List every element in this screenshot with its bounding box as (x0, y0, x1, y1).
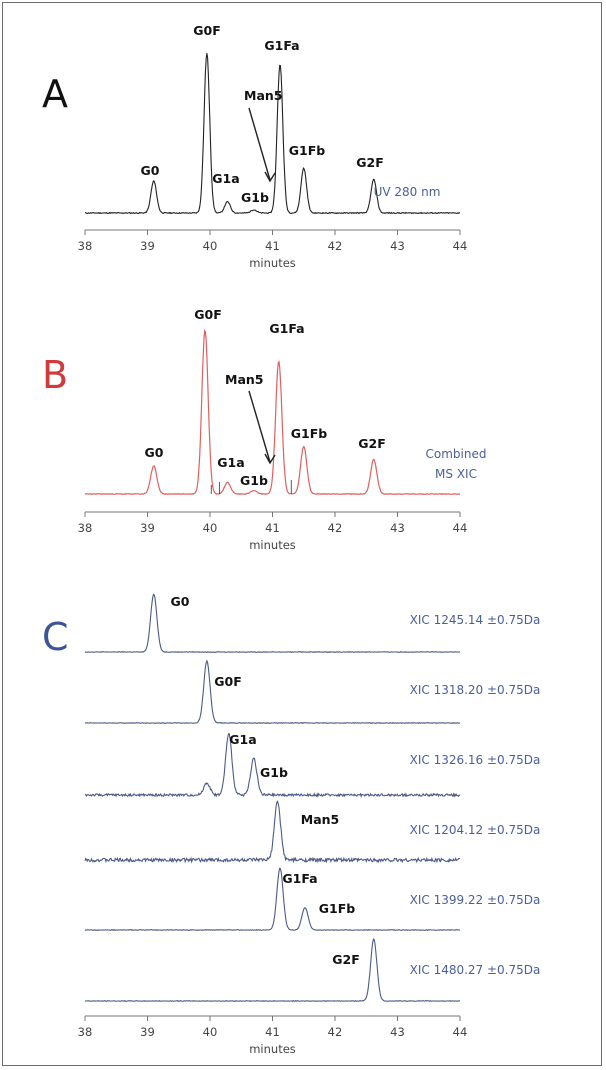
annotation-uv: UV 280 nm (374, 185, 441, 199)
peak-label-g2f: G2F (356, 155, 384, 170)
peak-label-g1b-b: G1b (240, 473, 268, 488)
peak-label-man5: Man5 (244, 88, 282, 103)
peak-label-g0: G0 (141, 163, 160, 178)
peak-label-g1a-b: G1a (217, 455, 244, 470)
xic-trace-3 (84, 733, 461, 798)
ms-xic-trace (84, 328, 460, 496)
man5-arrowhead (264, 171, 276, 183)
xic-label-4: XIC 1204.12 ±0.75Da (410, 823, 541, 837)
xic-trace-5 (84, 867, 461, 932)
x-tick-label-42: 42 (328, 1025, 343, 1039)
peak-label-g1a: G1a (212, 171, 239, 186)
xic-label-1: XIC 1245.14 ±0.75Da (410, 613, 541, 627)
peak-label-g1fa: G1Fa (264, 38, 299, 53)
peak-label-g2f-c: G2F (332, 952, 360, 967)
x-tick-label-42: 42 (328, 239, 343, 253)
peak-label-g0f: G0F (193, 23, 221, 38)
peak-label-g1fb-b: G1Fb (291, 426, 327, 441)
x-tick-label-39: 39 (140, 239, 155, 253)
panel-letter-B: B (42, 353, 68, 397)
peak-label-g1fa-c: G1Fa (282, 871, 317, 886)
peak-label-man5-b: Man5 (225, 372, 263, 387)
x-tick-label-39: 39 (140, 1025, 155, 1039)
man5-arrow-b (248, 390, 271, 463)
peak-label-g0-c: G0 (171, 594, 190, 609)
x-tick-label-40: 40 (203, 1025, 218, 1039)
x-tick-label-43: 43 (390, 1025, 405, 1039)
x-tick-label-44: 44 (453, 521, 468, 535)
xic-label-3: XIC 1326.16 ±0.75Da (410, 753, 541, 767)
uv-trace (84, 53, 460, 215)
x-tick-label-44: 44 (453, 239, 468, 253)
man5-arrow (248, 107, 271, 181)
peak-label-g2f-b: G2F (358, 436, 386, 451)
x-tick-label-41: 41 (265, 521, 280, 535)
peak-label-g0f-c: G0F (214, 674, 242, 689)
annotation-ms-xic: MS XIC (435, 467, 477, 481)
x-axis-title: minutes (249, 256, 296, 270)
xic-label-2: XIC 1318.20 ±0.75Da (410, 683, 541, 697)
x-tick-label-41: 41 (265, 239, 280, 253)
x-axis-title: minutes (249, 538, 296, 552)
peak-label-g0f-b: G0F (194, 307, 222, 322)
x-tick-label-39: 39 (140, 521, 155, 535)
xic-trace-4 (84, 800, 461, 864)
x-tick-label-43: 43 (390, 239, 405, 253)
panel-letter-C: C (42, 615, 69, 659)
x-tick-label-38: 38 (78, 1025, 93, 1039)
panel-letter-A: A (42, 72, 68, 116)
xic-trace-6 (84, 938, 461, 1002)
x-tick-label-42: 42 (328, 521, 343, 535)
xic-trace-2 (84, 659, 461, 725)
peak-label-g1b-c: G1b (260, 765, 288, 780)
x-tick-label-38: 38 (78, 239, 93, 253)
x-tick-label-43: 43 (390, 521, 405, 535)
x-tick-label-38: 38 (78, 521, 93, 535)
peak-label-g1fb-c: G1Fb (319, 901, 355, 916)
x-tick-label-41: 41 (265, 1025, 280, 1039)
man5-arrowhead-b (264, 453, 276, 465)
annotation-combined: Combined (426, 447, 487, 461)
xic-label-6: XIC 1480.27 ±0.75Da (410, 963, 541, 977)
x-tick-label-44: 44 (453, 1025, 468, 1039)
x-tick-label-40: 40 (203, 239, 218, 253)
peak-label-g1a-c: G1a (229, 732, 256, 747)
peak-label-g1fb: G1Fb (289, 143, 325, 158)
peak-label-g1fa-b: G1Fa (269, 321, 304, 336)
xic-label-5: XIC 1399.22 ±0.75Da (410, 893, 541, 907)
xic-trace-1 (84, 593, 461, 653)
peak-label-g1b: G1b (241, 190, 269, 205)
peak-label-g0-b: G0 (145, 445, 164, 460)
x-tick-label-40: 40 (203, 521, 218, 535)
x-axis-title: minutes (249, 1042, 296, 1056)
peak-label-man5-c: Man5 (301, 812, 339, 827)
